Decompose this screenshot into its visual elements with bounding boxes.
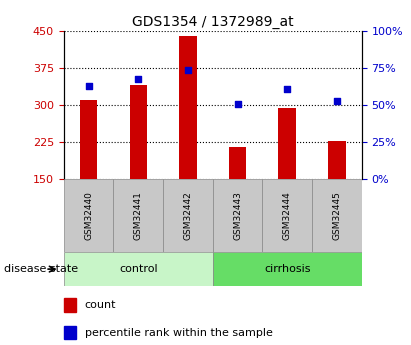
- Bar: [312, 179, 362, 252]
- Bar: [262, 179, 312, 252]
- Title: GDS1354 / 1372989_at: GDS1354 / 1372989_at: [132, 14, 293, 29]
- Bar: [64, 179, 113, 252]
- Bar: [64, 252, 213, 286]
- Point: [334, 98, 340, 104]
- Text: cirrhosis: cirrhosis: [264, 264, 310, 274]
- Bar: [80, 100, 97, 179]
- Text: disease state: disease state: [4, 264, 78, 274]
- Bar: [279, 108, 296, 179]
- Point: [185, 67, 191, 72]
- Text: GSM32445: GSM32445: [332, 191, 342, 240]
- Text: GSM32443: GSM32443: [233, 191, 242, 240]
- Bar: [213, 179, 262, 252]
- Bar: [229, 147, 246, 179]
- Text: GSM32441: GSM32441: [134, 191, 143, 240]
- Point: [135, 76, 141, 81]
- Text: GSM32442: GSM32442: [183, 191, 192, 240]
- Bar: [163, 179, 213, 252]
- Bar: [213, 252, 362, 286]
- Point: [234, 101, 241, 107]
- Bar: [64, 326, 76, 339]
- Text: GSM32444: GSM32444: [283, 191, 292, 240]
- Bar: [113, 179, 163, 252]
- Bar: [179, 36, 196, 179]
- Point: [85, 83, 92, 89]
- Text: percentile rank within the sample: percentile rank within the sample: [85, 328, 272, 338]
- Text: count: count: [85, 300, 116, 310]
- Bar: [64, 298, 76, 312]
- Text: control: control: [119, 264, 157, 274]
- Bar: [129, 86, 147, 179]
- Text: GSM32440: GSM32440: [84, 191, 93, 240]
- Point: [284, 86, 291, 92]
- Bar: [328, 141, 346, 179]
